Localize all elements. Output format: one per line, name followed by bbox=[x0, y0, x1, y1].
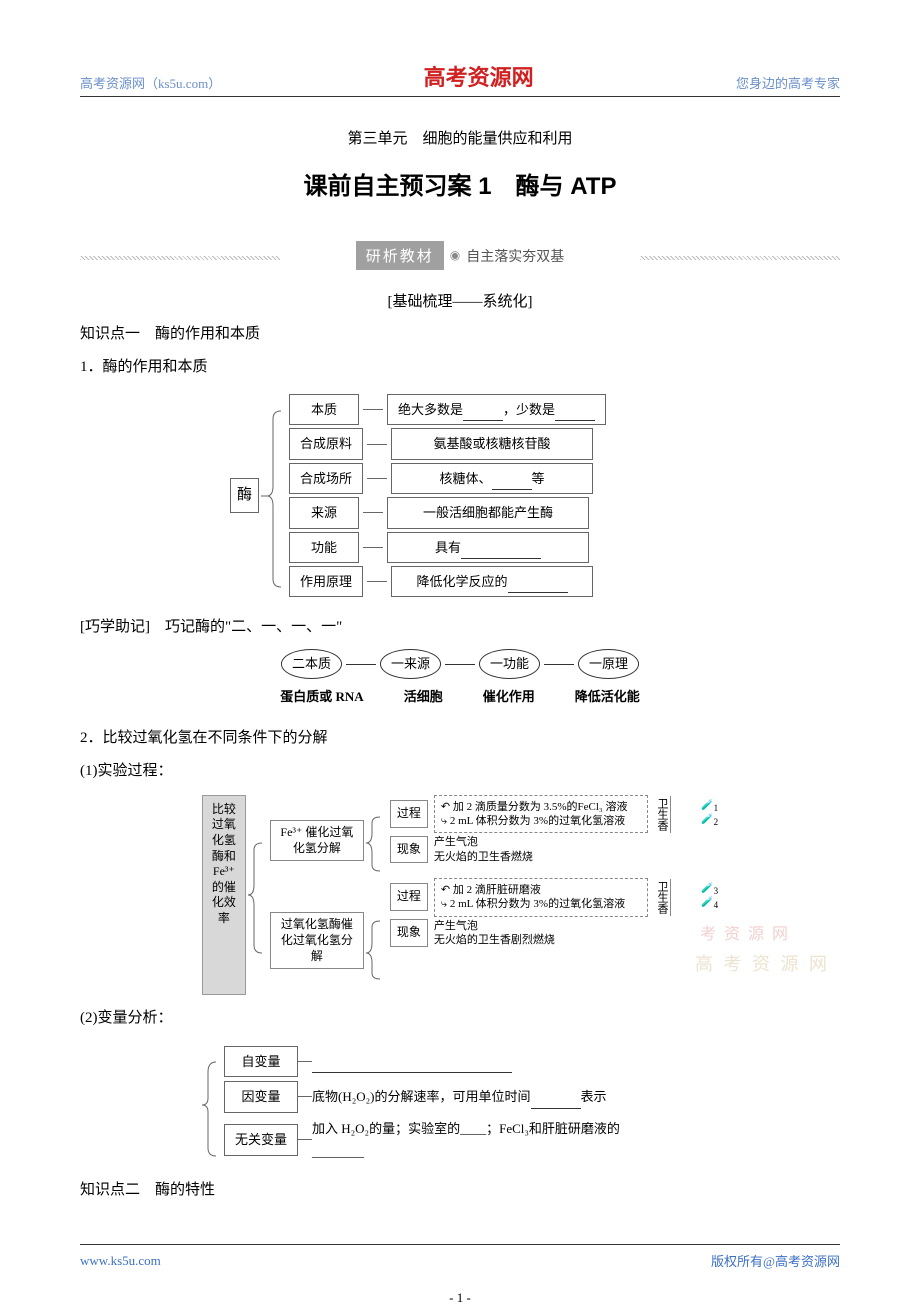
page: 高考资源网（ks5u.com） 高考资源网 您身边的高考专家 第三单元 细胞的能… bbox=[0, 0, 920, 1310]
enzyme-row-0: 本质 绝大多数是，少数是 bbox=[289, 394, 606, 425]
enzyme-row-4: 功能 具有 bbox=[289, 532, 606, 563]
exp-a-result: 现象 产生气泡 无火焰的卫生香燃烧 bbox=[390, 835, 718, 864]
exp-proc-label: (1)实验过程： bbox=[80, 758, 840, 785]
enzyme-diagram: 酶 本质 绝大多数是，少数是 合成原料 氨基酸或核糖核苷酸 bbox=[80, 391, 840, 600]
kp1-item1: 1．酶的作用和本质 bbox=[80, 354, 840, 381]
exp-bracket2-icon bbox=[364, 795, 384, 995]
watermark-1: 考 资 源 网 bbox=[700, 920, 790, 944]
var-bracket-icon bbox=[200, 1050, 220, 1160]
enzyme-row-1: 合成原料 氨基酸或核糖核苷酸 bbox=[289, 428, 606, 459]
oval-2: 一功能 bbox=[479, 649, 540, 678]
exp-branch-b: 过氧化氢酶催化过氧化氢分解 bbox=[270, 912, 364, 969]
oval-sub-0: 蛋白质或 RNA bbox=[280, 685, 363, 708]
sub-heading: [基础梳理——系统化] bbox=[80, 290, 840, 311]
bracket-icon bbox=[259, 401, 289, 591]
oval-sub-3: 降低活化能 bbox=[575, 685, 640, 708]
oval-3: 一原理 bbox=[578, 649, 639, 678]
footer-right: 版权所有@高考资源网 bbox=[711, 1251, 840, 1270]
exp-b-result: 现象 产生气泡 无火焰的卫生香剧烈燃烧 bbox=[390, 919, 718, 948]
exp-left-box: 比较过氧化氢酶和Fe³⁺的催化效率 bbox=[202, 795, 246, 995]
enzyme-row-3: 来源 一般活细胞都能产生酶 bbox=[289, 497, 606, 528]
footer-left: www.ks5u.com bbox=[80, 1253, 161, 1269]
enzyme-row-5: 作用原理 降低化学反应的 bbox=[289, 566, 606, 597]
exp-branch-a: Fe³⁺ 催化过氧化氢分解 bbox=[270, 820, 364, 861]
header-left: 高考资源网（ks5u.com） bbox=[80, 73, 221, 92]
exp-bracket-icon bbox=[246, 795, 266, 995]
banner-dot-icon: ◉ bbox=[450, 248, 460, 263]
header-center-logo: 高考资源网 bbox=[424, 60, 534, 92]
oval-sub-1: 活细胞 bbox=[404, 685, 443, 708]
page-footer: www.ks5u.com 版权所有@高考资源网 bbox=[80, 1244, 840, 1270]
kp1-title: 知识点一 酶的作用和本质 bbox=[80, 321, 840, 348]
banner-sub: 自主落实夯双基 bbox=[466, 246, 564, 266]
var-label: (2)变量分析： bbox=[80, 1005, 840, 1032]
enzyme-root: 酶 bbox=[230, 478, 259, 513]
tip-diagram: 二本质 一来源 一功能 一原理 蛋白质或 RNA 活细胞 催化作用 降低活化能 bbox=[80, 649, 840, 710]
oval-0: 二本质 bbox=[281, 649, 342, 678]
header-right: 您身边的高考专家 bbox=[736, 73, 840, 92]
watermark-2: 高 考 资 源 网 bbox=[695, 950, 830, 976]
main-title: 课前自主预习案 1 酶与 ATP bbox=[80, 166, 840, 201]
banner-box: 研析教材 bbox=[356, 241, 444, 270]
var-dv: 因变量 底物(H₂O₂)的分解速率，可用单位时间表示 bbox=[224, 1081, 652, 1112]
tip-heading: [巧学助记] 巧记酶的"二、一、一、一" bbox=[80, 614, 840, 641]
page-header: 高考资源网（ks5u.com） 高考资源网 您身边的高考专家 bbox=[80, 60, 840, 97]
variable-diagram: 自变量 因变量 底物(H₂O₂)的分解速率，可用单位时间表示 无关变量 加入 H… bbox=[200, 1042, 840, 1168]
kp1-item2: 2．比较过氧化氢在不同条件下的分解 bbox=[80, 725, 840, 752]
exp-b-process: 过程 ↶ 加 2 滴肝脏研磨液 ⤷ 2 mL 体积分数为 3%的过氧化氢溶液 卫… bbox=[390, 878, 718, 917]
var-iv: 自变量 bbox=[224, 1046, 652, 1077]
enzyme-row-2: 合成场所 核糖体、等 bbox=[289, 463, 606, 494]
banner-hatch-right bbox=[640, 256, 840, 260]
banner-hatch-left bbox=[80, 256, 280, 260]
section-banner: 研析教材 ◉ 自主落实夯双基 bbox=[80, 241, 840, 270]
unit-title: 第三单元 细胞的能量供应和利用 bbox=[80, 127, 840, 148]
oval-1: 一来源 bbox=[380, 649, 441, 678]
footer-page-num: - 1 - bbox=[449, 1290, 471, 1306]
exp-a-process: 过程 ↶ 加 2 滴质量分数为 3.5%的FeCl₃ 溶液 ⤷ 2 mL 体积分… bbox=[390, 795, 718, 834]
kp2-title: 知识点二 酶的特性 bbox=[80, 1177, 840, 1204]
oval-sub-2: 催化作用 bbox=[483, 685, 535, 708]
var-cv: 无关变量 加入 H₂O₂的量；实验室的____；FeCl₃和肝脏研磨液的____… bbox=[224, 1117, 652, 1164]
